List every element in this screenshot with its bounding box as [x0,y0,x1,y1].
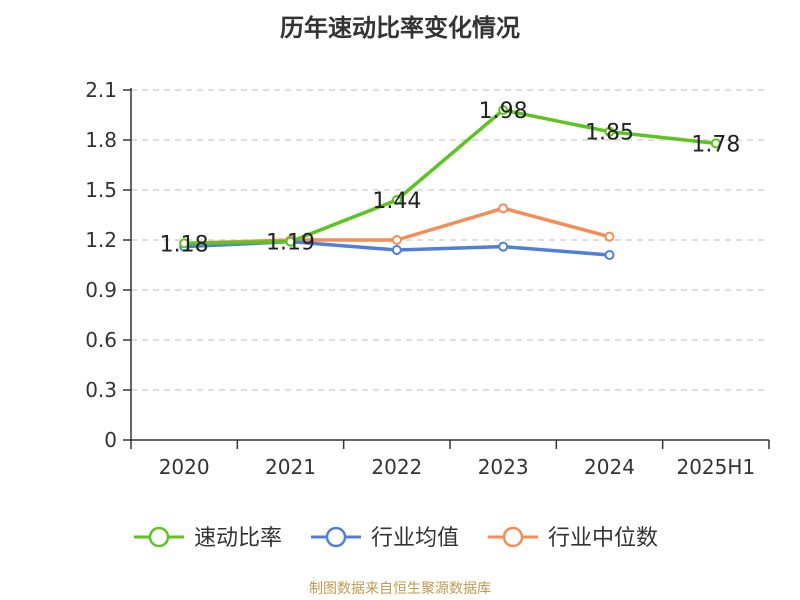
y-tick-label: 0 [104,428,117,452]
series-line [184,108,717,246]
data-point [604,231,615,242]
x-tick-label: 2020 [159,455,210,479]
axes: 0 0.3 0.6 0.9 1.2 1.5 1.8 2.1 2020 2021 2022 2023 20… [85,78,770,479]
legend-marker [148,526,170,548]
series-lines [179,105,721,260]
legend-marker [502,526,524,548]
legend-label: 行业中位数 [548,526,658,551]
y-tick-label: 0.9 [85,278,117,302]
data-point [391,245,402,255]
y-tick-label: 1.2 [85,228,117,252]
data-label: 1.19 [266,231,315,256]
x-tick-label: 2022 [371,455,422,479]
y-tick-label: 0.6 [85,328,117,352]
data-point [391,195,402,205]
data-label: 1.98 [479,99,528,124]
legend-label: 速动比率 [194,526,282,551]
legend-label: 行业均值 [371,526,459,551]
y-tick-label: 2.1 [85,78,117,102]
y-tick-label: 1.5 [85,178,117,202]
data-point [391,235,402,245]
data-labels: 1.18 1.19 1.44 1.98 1.85 1.78 [160,99,741,257]
data-point [498,203,509,214]
data-label: 1.44 [372,189,421,214]
data-point [285,236,296,247]
x-tick-label: 2025H1 [676,455,755,479]
data-point [179,238,190,249]
data-point [604,250,615,260]
y-tick-label: 0.3 [85,378,117,402]
x-tick-label: 2021 [265,455,316,479]
data-point [604,126,615,137]
x-tick-label: 2023 [478,455,529,479]
source-note: 制图数据来自恒生聚源数据库 [309,581,491,597]
legend-marker [325,526,347,548]
data-label: 1.18 [160,232,209,257]
y-tick-label: 1.8 [85,128,117,152]
data-label: 1.85 [585,121,634,146]
chart-title: 历年速动比率变化情况 [280,14,520,42]
data-point [710,138,721,149]
grid-lines [131,89,769,391]
data-point [498,105,509,115]
data-label: 1.78 [691,132,740,157]
x-tick-label: 2024 [584,455,635,479]
data-point [498,241,509,252]
legend: 速动比率 行业均值 行业中位数 [134,526,658,551]
